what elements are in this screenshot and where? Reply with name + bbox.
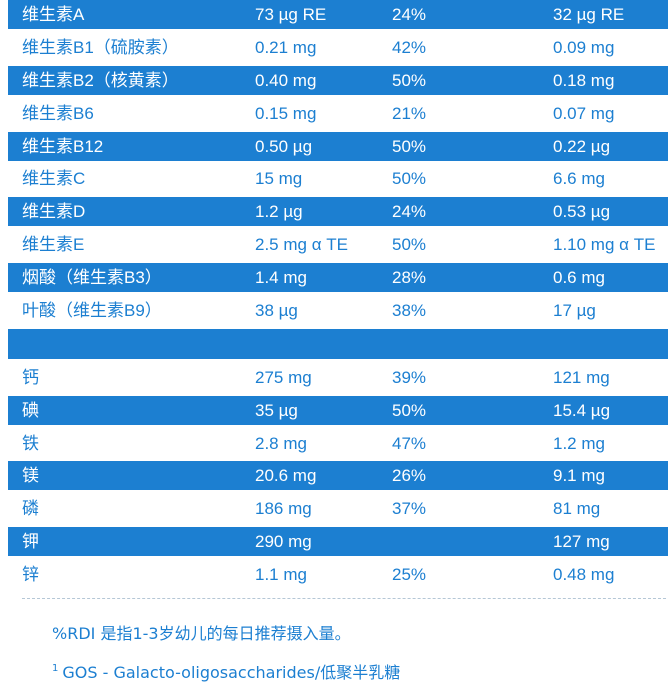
nutrient-amount: 1.4 mg bbox=[255, 268, 307, 288]
table-row: 镁 20.6 mg 26% 9.1 mg bbox=[8, 461, 668, 491]
nutrient-per-serving: 0.07 mg bbox=[553, 103, 615, 123]
nutrient-rdi: 50% bbox=[392, 169, 427, 189]
nutrient-amount: 2.5 mg α TE bbox=[255, 235, 348, 255]
nutrient-name: 维生素C bbox=[22, 169, 86, 189]
nutrient-per-serving: 9.1 mg bbox=[553, 466, 605, 486]
nutrient-amount: 0.21 mg bbox=[255, 37, 317, 57]
table-row: 维生素B6 0.15 mg 21% 0.07 mg bbox=[8, 98, 668, 128]
nutrient-name: 维生素B1（硫胺素） bbox=[22, 37, 179, 57]
nutrient-name: 镁 bbox=[22, 466, 39, 486]
nutrient-name: 维生素A bbox=[22, 5, 85, 24]
nutrient-name: 维生素E bbox=[22, 235, 85, 255]
nutrient-rdi: 25% bbox=[392, 565, 427, 585]
nutrient-table: 维生素A 73 µg RE 24% 32 µg RE 维生素B1（硫胺素） 0.… bbox=[8, 0, 668, 593]
footnote-marker: 1 bbox=[52, 663, 59, 674]
table-row: 钙 275 mg 39% 121 mg bbox=[8, 362, 668, 392]
nutrient-rdi: 26% bbox=[392, 466, 427, 486]
nutrient-rdi: 50% bbox=[392, 70, 427, 90]
nutrient-per-serving: 0.18 mg bbox=[553, 70, 615, 90]
nutrient-per-serving: 81 mg bbox=[553, 499, 601, 519]
nutrient-name: 磷 bbox=[22, 499, 39, 519]
table-row: 钾 290 mg 127 mg bbox=[8, 527, 668, 557]
nutrient-name: 维生素B12 bbox=[22, 136, 104, 156]
nutrient-rdi: 42% bbox=[392, 37, 427, 57]
table-row: 维生素A 73 µg RE 24% 32 µg RE bbox=[8, 0, 668, 29]
table-row: 碘 35 µg 50% 15.4 µg bbox=[8, 395, 668, 425]
nutrient-amount: 0.40 mg bbox=[255, 70, 317, 90]
table-row: 维生素D 1.2 µg 24% 0.53 µg bbox=[8, 197, 668, 227]
nutrient-per-serving: 0.6 mg bbox=[553, 268, 605, 288]
nutrient-amount: 275 mg bbox=[255, 367, 312, 387]
nutrient-amount: 38 µg bbox=[255, 301, 298, 321]
nutrient-name: 维生素D bbox=[22, 202, 86, 222]
table-row: 维生素E 2.5 mg α TE 50% 1.10 mg α TE bbox=[8, 230, 668, 260]
rdi-footnote: %RDI 是指1-3岁幼儿的每日推荐摄入量。 bbox=[52, 624, 351, 643]
nutrient-rdi: 28% bbox=[392, 268, 427, 288]
section-divider-row bbox=[8, 328, 668, 359]
gos-footnote: 1 GOS - Galacto-oligosaccharides/低聚半乳糖 bbox=[52, 659, 400, 683]
nutrient-rdi: 37% bbox=[392, 499, 427, 519]
nutrient-amount: 1.1 mg bbox=[255, 565, 307, 585]
nutrient-per-serving: 15.4 µg bbox=[553, 400, 611, 420]
table-row: 维生素B12 0.50 µg 50% 0.22 µg bbox=[8, 131, 668, 161]
nutrient-amount: 0.50 µg bbox=[255, 136, 313, 156]
nutrient-per-serving: 0.09 mg bbox=[553, 37, 615, 57]
nutrient-per-serving: 32 µg RE bbox=[553, 5, 625, 24]
nutrient-name: 维生素B6 bbox=[22, 103, 94, 123]
nutrient-name: 钾 bbox=[22, 532, 39, 552]
nutrient-amount: 186 mg bbox=[255, 499, 312, 519]
table-row: 维生素B1（硫胺素） 0.21 mg 42% 0.09 mg bbox=[8, 32, 668, 62]
nutrient-rdi: 47% bbox=[392, 433, 427, 453]
nutrient-per-serving: 0.22 µg bbox=[553, 136, 611, 156]
nutrient-rdi: 50% bbox=[392, 400, 427, 420]
nutrient-per-serving: 121 mg bbox=[553, 367, 610, 387]
nutrient-name: 锌 bbox=[22, 565, 39, 585]
table-row: 维生素C 15 mg 50% 6.6 mg bbox=[8, 164, 668, 194]
nutrient-per-serving: 6.6 mg bbox=[553, 169, 605, 189]
nutrient-name: 叶酸（维生素B9） bbox=[22, 301, 162, 321]
nutrient-per-serving: 127 mg bbox=[553, 532, 610, 552]
nutrient-rdi: 39% bbox=[392, 367, 427, 387]
nutrient-rdi: 50% bbox=[392, 235, 427, 255]
nutrient-rdi: 21% bbox=[392, 103, 427, 123]
table-row: 锌 1.1 mg 25% 0.48 mg bbox=[8, 560, 668, 590]
nutrient-per-serving: 17 µg bbox=[553, 301, 596, 321]
nutrient-name: 钙 bbox=[22, 367, 39, 387]
nutrient-amount: 290 mg bbox=[255, 532, 312, 552]
nutrient-amount: 2.8 mg bbox=[255, 433, 307, 453]
nutrient-rdi: 50% bbox=[392, 136, 427, 156]
nutrient-amount: 20.6 mg bbox=[255, 466, 317, 486]
nutrient-rdi: 38% bbox=[392, 301, 427, 321]
nutrient-name: 铁 bbox=[22, 433, 39, 453]
nutrient-per-serving: 0.48 mg bbox=[553, 565, 615, 585]
nutrient-amount: 1.2 µg bbox=[255, 202, 303, 222]
nutrient-amount: 0.15 mg bbox=[255, 103, 317, 123]
gos-footnote-text: GOS - Galacto-oligosaccharides/低聚半乳糖 bbox=[62, 663, 401, 682]
nutrient-name: 碘 bbox=[22, 400, 39, 420]
nutrient-rdi: 24% bbox=[392, 5, 427, 24]
nutrient-name: 烟酸（维生素B3） bbox=[22, 268, 162, 288]
table-row: 维生素B2（核黄素） 0.40 mg 50% 0.18 mg bbox=[8, 65, 668, 95]
table-row: 铁 2.8 mg 47% 1.2 mg bbox=[8, 428, 668, 458]
nutrient-per-serving: 0.53 µg bbox=[553, 202, 611, 222]
nutrient-per-serving: 1.2 mg bbox=[553, 433, 605, 453]
nutrient-amount: 15 mg bbox=[255, 169, 303, 189]
nutrient-amount: 35 µg bbox=[255, 400, 298, 420]
nutrient-name: 维生素B2（核黄素） bbox=[22, 70, 179, 90]
nutrient-rdi: 24% bbox=[392, 202, 427, 222]
table-row: 磷 186 mg 37% 81 mg bbox=[8, 494, 668, 524]
dashed-divider bbox=[22, 598, 666, 599]
nutrient-per-serving: 1.10 mg α TE bbox=[553, 235, 656, 255]
table-row: 叶酸（维生素B9） 38 µg 38% 17 µg bbox=[8, 296, 668, 326]
nutrient-amount: 73 µg RE bbox=[255, 5, 327, 24]
table-row: 烟酸（维生素B3） 1.4 mg 28% 0.6 mg bbox=[8, 263, 668, 293]
